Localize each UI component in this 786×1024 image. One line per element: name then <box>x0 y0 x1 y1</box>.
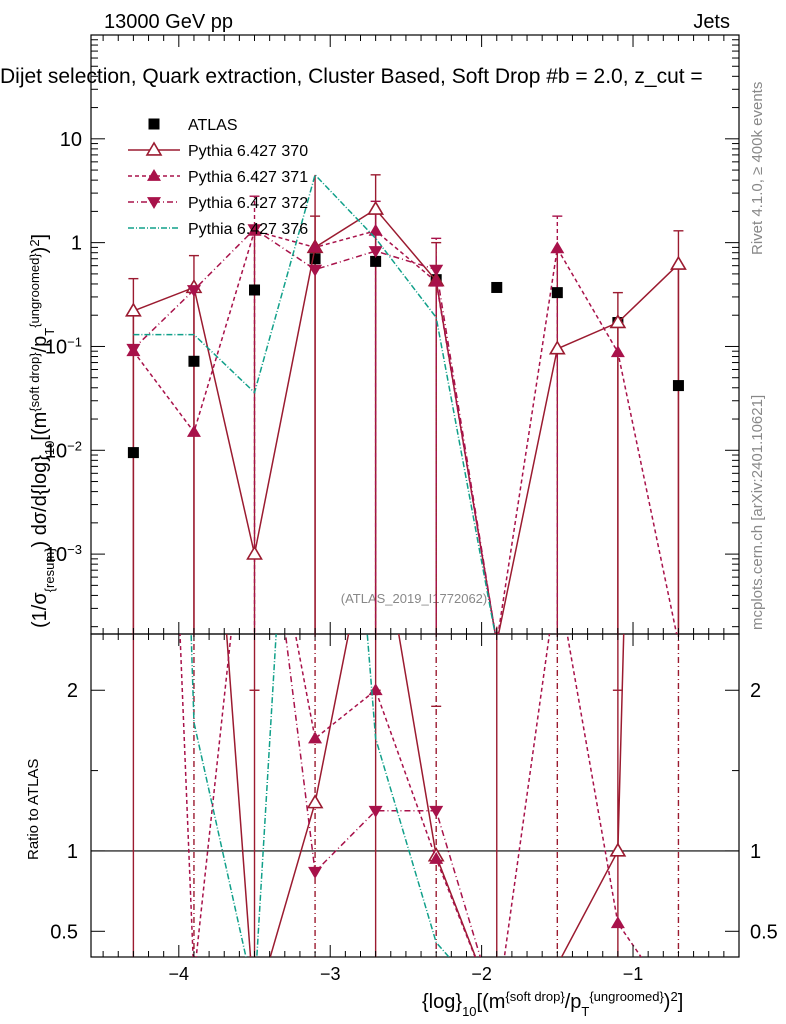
x-tick-label: −2 <box>471 964 492 984</box>
legend-label: Pythia 6.427 372 <box>188 195 308 212</box>
series-line <box>133 173 496 634</box>
data-point <box>491 281 503 293</box>
legend-label: ATLAS <box>188 117 238 134</box>
series-line <box>132 228 497 634</box>
legend-label: Pythia 6.427 376 <box>188 221 308 238</box>
data-point <box>551 287 563 299</box>
legend-label: Pythia 6.427 371 <box>188 169 308 186</box>
mcplots-source-label: mcplots.cern.ch [arXiv:2401.10621] <box>749 395 766 630</box>
data-point <box>610 345 625 358</box>
rivet-version-label: Rivet 4.1.0, ≥ 400k events <box>749 82 766 255</box>
data-point <box>609 313 627 329</box>
ratio-plot-frame <box>90 633 740 958</box>
jets-label: Jets <box>693 11 730 33</box>
data-point <box>246 545 263 560</box>
x-tick-label: −4 <box>169 964 190 984</box>
ratio-series-line <box>190 634 450 957</box>
y-tick-label: 10 <box>60 129 82 151</box>
axis-ticks: −4 −3 −2 −1 10−3 10−2 10−1 1 10 0.5 0.5 1 1 2 2 <box>45 34 778 984</box>
data-point <box>126 343 141 356</box>
ratio-series-line <box>284 634 482 957</box>
legend-marker <box>147 197 161 209</box>
legend-marker <box>145 141 163 156</box>
data-point <box>429 274 444 287</box>
data-point <box>188 355 200 367</box>
data-point <box>368 223 383 236</box>
series-line <box>133 208 679 634</box>
ratio-series-line <box>179 634 643 957</box>
x-tick-label: −3 <box>320 964 341 984</box>
series-line <box>132 229 678 634</box>
data-point <box>186 425 201 437</box>
ratio-point <box>609 842 627 857</box>
ratio-plot-area <box>132 634 680 1019</box>
data-point <box>367 200 385 215</box>
x-tick-label: −1 <box>623 964 644 984</box>
data-point <box>548 340 566 355</box>
data-point <box>368 246 383 259</box>
ratio-point <box>429 805 444 818</box>
energy-label: 13000 GeV pp <box>104 11 233 33</box>
legend-marker <box>147 169 161 181</box>
ratio-tick-label: 2 <box>67 680 78 702</box>
svg-text:(1/σ{resum}) dσ/d{log}10[(m{so: (1/σ{resum}) dσ/d{log}10[(m{soft drop}/p… <box>27 234 57 628</box>
data-point <box>550 241 565 254</box>
legend-label: Pythia 6.427 370 <box>188 143 308 160</box>
data-point <box>249 284 261 296</box>
ratio-tick-label: 1 <box>67 841 78 863</box>
ratio-point <box>550 1007 564 1019</box>
y-tick-label: 10−1 <box>45 334 82 359</box>
ratio-point <box>368 805 383 818</box>
ratio-tick-label: 0.5 <box>50 921 78 943</box>
data-point <box>308 264 323 277</box>
ratio-point <box>308 866 323 879</box>
ratio-tick-label-right: 1 <box>750 841 761 863</box>
data-point <box>127 447 139 459</box>
plot-title: Dijet selection, Quark extraction, Clust… <box>0 65 703 88</box>
y-axis-title: (1/σ{resum}) dσ/d{log}10[(m{soft drop}/p… <box>27 234 57 628</box>
y-tick-label: 1 <box>71 233 82 255</box>
ratio-point <box>429 851 444 864</box>
y-tick-label: 10−2 <box>45 438 82 463</box>
ratio-tick-label-right: 0.5 <box>750 921 778 943</box>
data-point <box>308 240 323 253</box>
data-point <box>124 302 142 317</box>
ratio-point <box>611 1007 625 1019</box>
ratio-point <box>308 731 323 744</box>
ratio-axis-title: Ratio to ATLAS <box>25 759 42 860</box>
data-point <box>247 224 262 237</box>
data-point <box>370 255 382 267</box>
data-point <box>429 264 444 277</box>
svg-text:{log}10[(m{soft drop}/pT{ungro: {log}10[(m{soft drop}/pT{ungroomed})2] <box>422 989 683 1019</box>
ratio-point <box>248 1004 262 1016</box>
y-tick-label: 10−3 <box>45 542 82 567</box>
ratio-point <box>556 956 558 957</box>
ratio-point <box>368 683 383 696</box>
data-point <box>309 253 321 265</box>
main-plot-area <box>124 173 687 634</box>
data-point <box>672 380 684 392</box>
data-point <box>186 285 201 297</box>
ratio-tick-label-right: 2 <box>750 680 761 702</box>
analysis-watermark: (ATLAS_2019_I1772062) <box>341 591 487 606</box>
legend: ATLAS Pythia 6.427 370 Pythia 6.427 371 Pyt… <box>128 117 308 238</box>
ratio-point <box>306 794 324 809</box>
x-axis-title: {log}10[(m{soft drop}/pT{ungroomed})2] <box>422 989 683 1019</box>
data-point <box>670 255 687 270</box>
legend-marker <box>148 118 160 130</box>
ratio-series-line <box>225 634 625 957</box>
ratio-point <box>610 916 625 929</box>
plot-frames <box>90 34 740 958</box>
